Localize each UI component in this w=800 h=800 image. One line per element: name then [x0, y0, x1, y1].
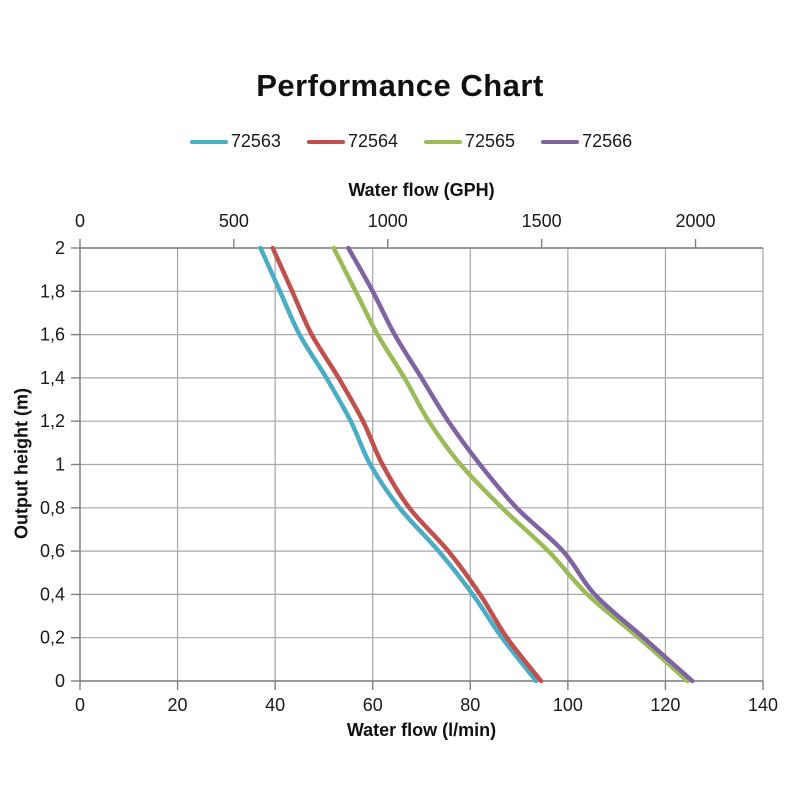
bottom-tick-label: 100 [553, 695, 583, 715]
bottom-tick-label: 20 [168, 695, 188, 715]
legend-label: 72563 [230, 131, 281, 151]
y-tick-label: 0 [55, 671, 65, 691]
top-axis-title: Water flow (GPH) [348, 180, 495, 200]
top-tick-label: 1000 [368, 211, 408, 231]
y-tick-label: 0,6 [40, 541, 65, 561]
legend-item-72564: 72564 [306, 131, 398, 152]
bottom-axis-title: Water flow (l/min) [346, 720, 497, 740]
bottom-tick-label: 140 [748, 695, 778, 715]
y-tick-label: 1 [55, 455, 65, 475]
series-curve-72566 [346, 245, 695, 684]
y-tick-label: 2 [55, 238, 65, 258]
y-axis-title: Output height (m) [11, 388, 32, 539]
chart-title: Performance Chart [256, 68, 544, 103]
legend-label: 72565 [465, 131, 516, 151]
legend-item-72563: 72563 [189, 131, 281, 152]
y-tick-label: 0,4 [40, 584, 65, 604]
y-tick-label: 0,2 [40, 628, 65, 648]
legend-item-72565: 72565 [424, 131, 515, 152]
y-tick-label: 1,2 [40, 411, 65, 431]
bottom-tick-label: 60 [363, 695, 383, 715]
bottom-tick-label: 0 [75, 695, 85, 715]
series-curve-72565 [331, 245, 690, 684]
legend-label: 72566 [582, 131, 633, 151]
bottom-tick-label: 120 [650, 695, 680, 715]
top-tick-label: 1500 [522, 211, 562, 231]
legend-line-swatch [541, 139, 580, 144]
legend: 72563 72564 72565 72566 [0, 131, 800, 152]
y-tick-label: 1,4 [40, 368, 65, 388]
y-tick-label: 1,6 [40, 325, 65, 345]
series-curve-72563 [258, 245, 539, 684]
legend-line-swatch [424, 139, 462, 144]
legend-line-swatch [306, 139, 345, 144]
top-tick-label: 2000 [675, 211, 715, 231]
bottom-tick-label: 40 [265, 695, 285, 715]
y-tick-label: 1,8 [40, 281, 65, 301]
top-tick-label: 500 [219, 211, 249, 231]
legend-label: 72564 [347, 131, 398, 151]
legend-line-swatch [189, 139, 228, 144]
series-curve-72564 [270, 245, 544, 684]
top-tick-label: 0 [75, 211, 85, 231]
y-tick-label: 0,8 [40, 498, 65, 518]
legend-item-72566: 72566 [541, 131, 632, 152]
bottom-tick-label: 80 [460, 695, 480, 715]
